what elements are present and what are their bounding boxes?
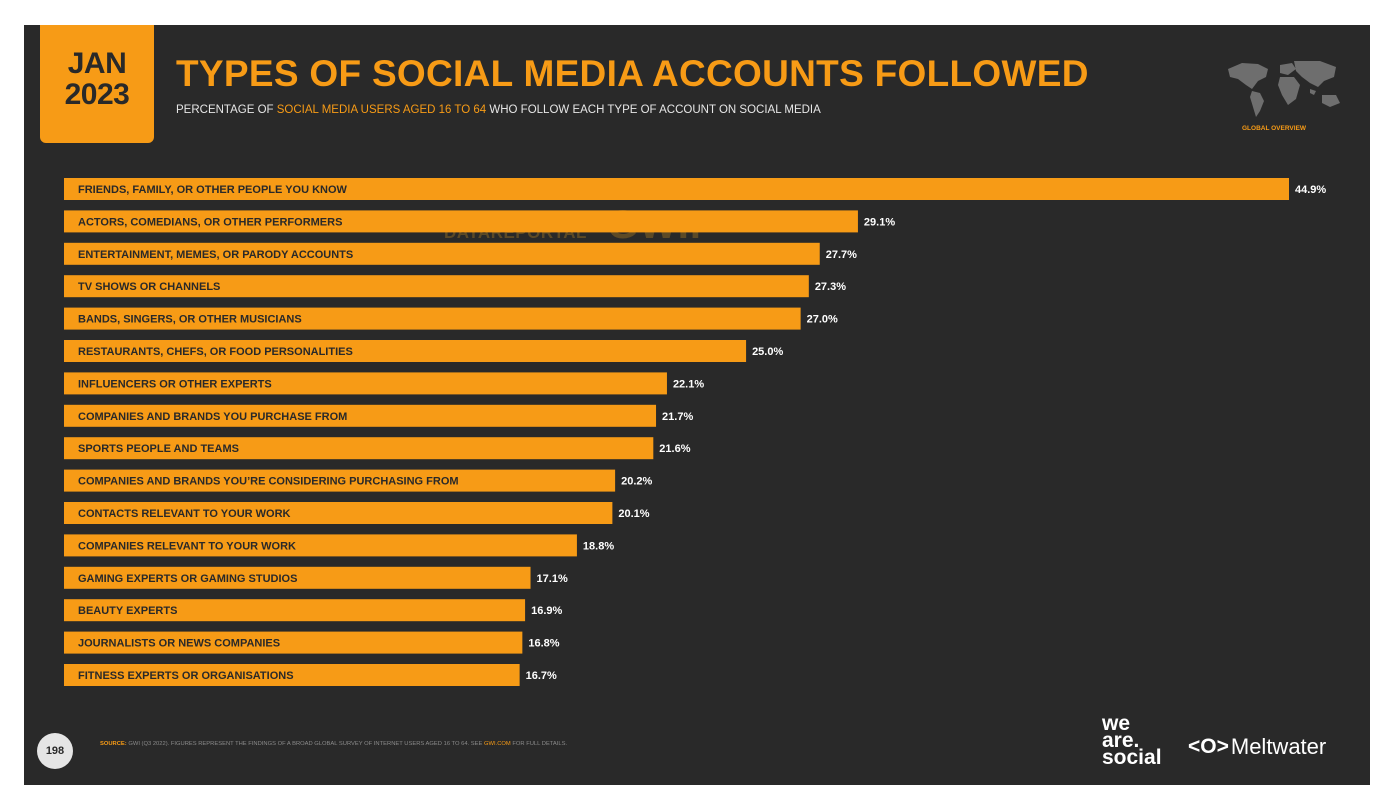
- category-label: RESTAURANTS, CHEFS, OR FOOD PERSONALITIE…: [78, 346, 353, 358]
- value-label: 27.7%: [826, 249, 857, 261]
- value-label: 21.6%: [659, 443, 690, 455]
- category-label: SPORTS PEOPLE AND TEAMS: [78, 443, 239, 455]
- category-label: ACTORS, COMEDIANS, OR OTHER PERFORMERS: [78, 216, 342, 228]
- bar: [64, 210, 858, 233]
- value-label: 16.7%: [526, 670, 557, 682]
- value-label: 27.3%: [815, 281, 846, 293]
- bar: [64, 178, 1289, 200]
- subtitle-prefix: PERCENTAGE OF: [176, 104, 277, 116]
- category-label: COMPANIES RELEVANT TO YOUR WORK: [78, 540, 296, 552]
- chart-title: TYPES OF SOCIAL MEDIA ACCOUNTS FOLLOWED: [176, 53, 1089, 94]
- source-text: GWI (Q3 2022). FIGURES REPRESENT THE FIN…: [126, 741, 484, 747]
- bar: [64, 502, 613, 524]
- bar: [64, 534, 577, 557]
- category-label: INFLUENCERS OR OTHER EXPERTS: [78, 378, 272, 390]
- meltwater-wordmark: Meltwater: [1230, 734, 1327, 759]
- category-label: FRIENDS, FAMILY, OR OTHER PEOPLE YOU KNO…: [78, 184, 348, 196]
- bar: [64, 566, 531, 589]
- category-label: TV SHOWS OR CHANNELS: [78, 281, 220, 293]
- category-label: GAMING EXPERTS OR GAMING STUDIOS: [78, 573, 297, 585]
- bar: [64, 631, 523, 654]
- category-label: BANDS, SINGERS, OR OTHER MUSICIANS: [78, 314, 302, 326]
- value-label: 16.8%: [528, 638, 559, 650]
- bar: [64, 307, 801, 330]
- value-label: 27.0%: [807, 314, 838, 326]
- bar: [64, 599, 526, 622]
- category-label: JOURNALISTS OR NEWS COMPANIES: [78, 638, 280, 650]
- date-tab: JAN 2023: [40, 25, 154, 143]
- date-year: 2023: [64, 78, 130, 111]
- value-label: 20.2%: [621, 476, 652, 488]
- category-label: CONTACTS RELEVANT TO YOUR WORK: [78, 508, 291, 520]
- bar: [64, 372, 667, 395]
- value-label: 18.8%: [583, 540, 614, 552]
- meltwater-icon: <O>: [1188, 735, 1229, 758]
- value-label: 25.0%: [752, 346, 783, 358]
- page-number: 198: [37, 733, 73, 769]
- value-label: 16.9%: [531, 605, 562, 617]
- world-map-icon: [1228, 61, 1340, 117]
- date-month: JAN: [67, 47, 127, 80]
- value-label: 17.1%: [537, 573, 568, 585]
- subtitle-suffix: WHO FOLLOW EACH TYPE OF ACCOUNT ON SOCIA…: [486, 104, 821, 116]
- bar: [64, 404, 657, 427]
- source-note: SOURCE: GWI (Q3 2022). FIGURES REPRESENT…: [100, 741, 567, 747]
- brand-we: we: [1102, 712, 1131, 735]
- bar: [64, 242, 820, 265]
- category-label: FITNESS EXPERTS OR ORGANISATIONS: [78, 670, 294, 682]
- bar-chart: FRIENDS, FAMILY, OR OTHER PEOPLE YOU KNO…: [64, 178, 1326, 686]
- meltwater-logo: <O>Meltwater: [1188, 734, 1326, 760]
- bar: [64, 437, 654, 460]
- value-label: 21.7%: [662, 411, 693, 423]
- category-label: BEAUTY EXPERTS: [78, 605, 177, 617]
- bar: [64, 469, 616, 492]
- bar: [64, 340, 747, 362]
- chart-subtitle: PERCENTAGE OF SOCIAL MEDIA USERS AGED 16…: [176, 104, 821, 116]
- value-label: 20.1%: [618, 508, 649, 520]
- value-label: 44.9%: [1295, 184, 1326, 196]
- subtitle-highlight: SOCIAL MEDIA USERS AGED 16 TO 64: [276, 104, 487, 116]
- source-label: SOURCE:: [100, 741, 127, 747]
- brand-social: social: [1102, 746, 1162, 769]
- bar: [64, 664, 520, 686]
- value-label: 22.1%: [673, 378, 704, 390]
- brand-are: are.: [1102, 729, 1140, 752]
- category-label: ENTERTAINMENT, MEMES, OR PARODY ACCOUNTS: [78, 249, 353, 261]
- we-are-social-logo: we are. social: [1102, 712, 1170, 769]
- category-label: COMPANIES AND BRANDS YOU PURCHASE FROM: [78, 411, 347, 423]
- value-label: 29.1%: [864, 216, 895, 228]
- bar: [64, 275, 809, 298]
- category-label: COMPANIES AND BRANDS YOU’RE CONSIDERING …: [78, 476, 459, 488]
- logo-caption: GLOBAL OVERVIEW: [1242, 125, 1307, 132]
- source-text-end: FOR FULL DETAILS.: [510, 741, 568, 747]
- slide: JAN 2023 TYPES OF SOCIAL MEDIA ACCOUNTS …: [24, 25, 1370, 785]
- source-link[interactable]: GWI.COM: [484, 741, 511, 747]
